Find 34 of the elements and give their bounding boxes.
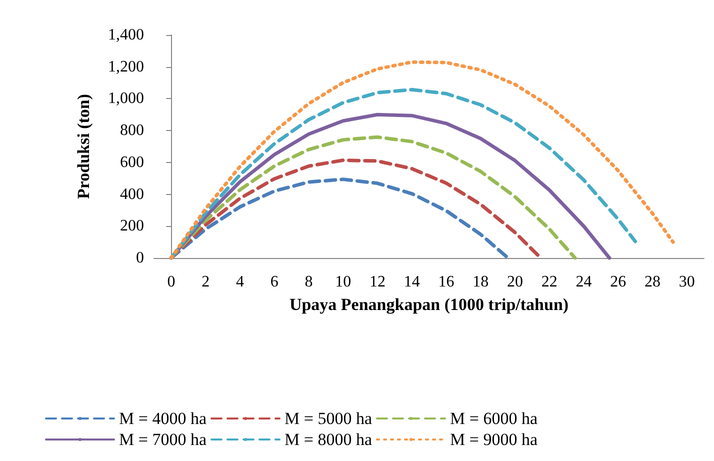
x-tick-label: 6 — [270, 274, 278, 290]
line-series — [169, 60, 675, 260]
y-tick-label: 600 — [120, 154, 144, 171]
x-tick-label: 28 — [644, 274, 660, 290]
y-tick-label: 1,000 — [108, 90, 144, 108]
x-tick-label: 26 — [610, 274, 626, 290]
x-tick-label: 24 — [576, 274, 592, 290]
x-tick-label: 16 — [438, 274, 454, 290]
line-series — [169, 88, 637, 260]
x-tick-label: 22 — [541, 274, 558, 290]
x-tick-label: 8 — [304, 274, 313, 290]
x-tick-label: 4 — [236, 274, 244, 290]
x-tick-label: 12 — [369, 274, 386, 290]
legend-label: M = 9000 ha — [450, 430, 538, 449]
legend-label: M = 6000 ha — [450, 409, 538, 428]
legend-label: M = 7000 ha — [119, 430, 207, 449]
y-tick-label: 0 — [136, 250, 144, 266]
y-axis-title: Produksi (ton) — [74, 94, 93, 200]
legend-label: M = 5000 ha — [284, 409, 372, 428]
y-tick-label: 400 — [120, 186, 144, 203]
x-tick-label: 30 — [678, 274, 695, 290]
x-tick-label: 2 — [202, 274, 210, 290]
x-tick-label: 10 — [335, 274, 352, 290]
x-axis-title: Upaya Penangkapan (1000 trip/tahun) — [289, 295, 569, 314]
y-tick-label: 1,400 — [108, 26, 144, 44]
legend-label: M = 4000 ha — [119, 409, 207, 428]
x-tick-label: 20 — [506, 274, 523, 290]
x-tick-label: 18 — [472, 274, 489, 290]
y-tick-label: 200 — [120, 218, 144, 235]
legend-label: M = 8000 ha — [284, 430, 372, 449]
x-tick-label: 0 — [167, 274, 176, 290]
x-tick-label: 14 — [404, 274, 420, 290]
y-tick-label: 800 — [120, 122, 144, 140]
y-tick-label: 1,200 — [108, 58, 144, 76]
